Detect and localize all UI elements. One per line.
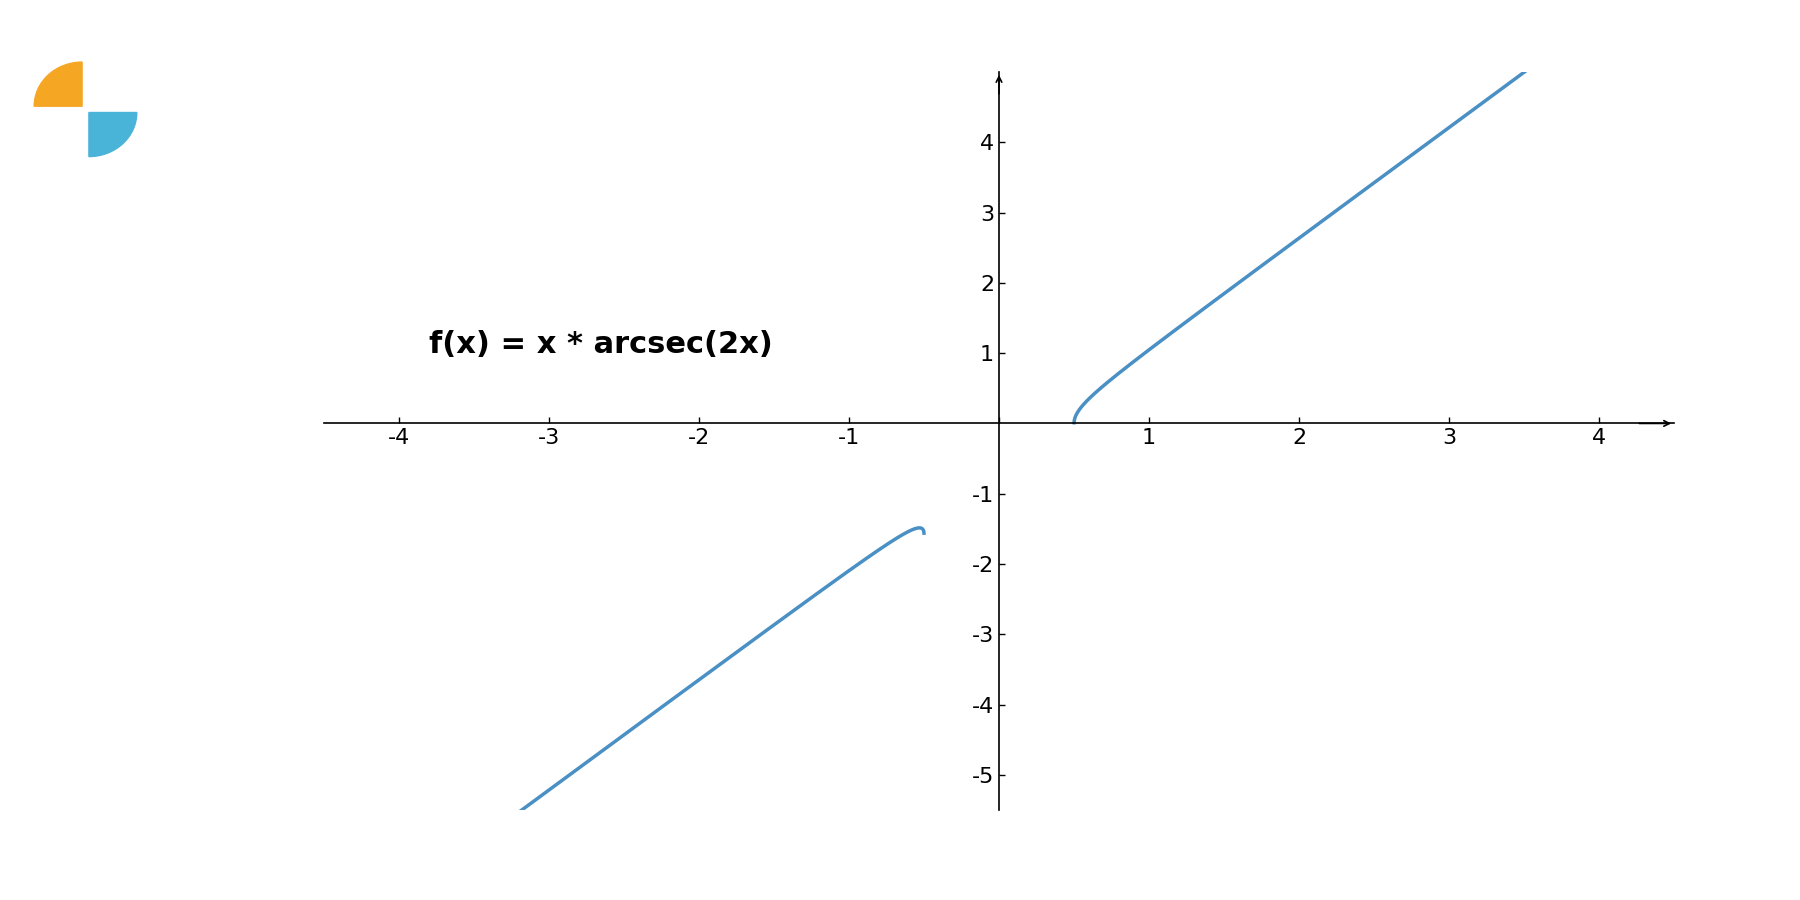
Wedge shape — [88, 112, 137, 157]
Text: SOM: SOM — [67, 158, 104, 174]
Wedge shape — [34, 112, 83, 157]
Text: STORY OF MATHEMATICS: STORY OF MATHEMATICS — [56, 185, 115, 191]
Wedge shape — [34, 62, 83, 106]
Text: f(x) = x * arcsec(2x): f(x) = x * arcsec(2x) — [428, 330, 772, 359]
Wedge shape — [88, 62, 137, 106]
